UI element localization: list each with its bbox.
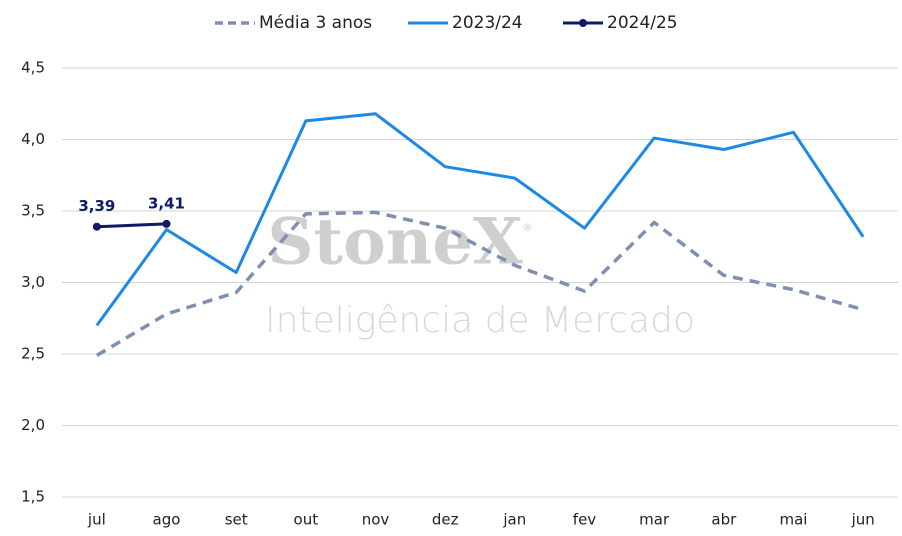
x-tick-label: jul xyxy=(87,511,106,529)
x-tick-label: dez xyxy=(432,511,459,529)
y-tick-label: 4,5 xyxy=(21,59,45,77)
legend-label: Média 3 anos xyxy=(259,13,372,33)
x-tick-label: set xyxy=(225,511,248,529)
y-tick-label: 1,5 xyxy=(21,488,45,506)
legend-label: 2023/24 xyxy=(452,13,523,33)
x-tick-label: jan xyxy=(502,511,526,529)
x-tick-label: nov xyxy=(362,511,390,529)
y-tick-label: 3,0 xyxy=(21,273,45,291)
y-tick-label: 3,5 xyxy=(21,202,45,220)
series-line xyxy=(95,210,864,357)
y-tick-label: 2,0 xyxy=(21,416,45,434)
x-tick-label: abr xyxy=(711,511,737,529)
data-label: 3,41 xyxy=(148,194,185,212)
series-line xyxy=(95,112,865,327)
x-tick-label: fev xyxy=(573,511,597,529)
x-tick-label: ago xyxy=(153,511,181,529)
legend-label: 2024/25 xyxy=(607,13,678,33)
x-tick-label: mai xyxy=(780,511,808,529)
data-label: 3,39 xyxy=(78,197,115,215)
y-tick-label: 4,0 xyxy=(21,130,45,148)
watermark: StoneX ® Inteligência de Mercado xyxy=(265,205,695,342)
point xyxy=(162,219,171,228)
y-tick-label: 2,5 xyxy=(21,345,45,363)
x-tick-label: out xyxy=(294,511,319,529)
x-tick-label: jun xyxy=(851,511,875,529)
series-line xyxy=(96,222,167,229)
watermark-mark: ® xyxy=(522,221,533,234)
legend-marker xyxy=(579,19,587,27)
x-tick-label: mar xyxy=(639,511,670,529)
watermark-tagline: Inteligência de Mercado xyxy=(265,300,695,341)
point xyxy=(92,222,101,231)
